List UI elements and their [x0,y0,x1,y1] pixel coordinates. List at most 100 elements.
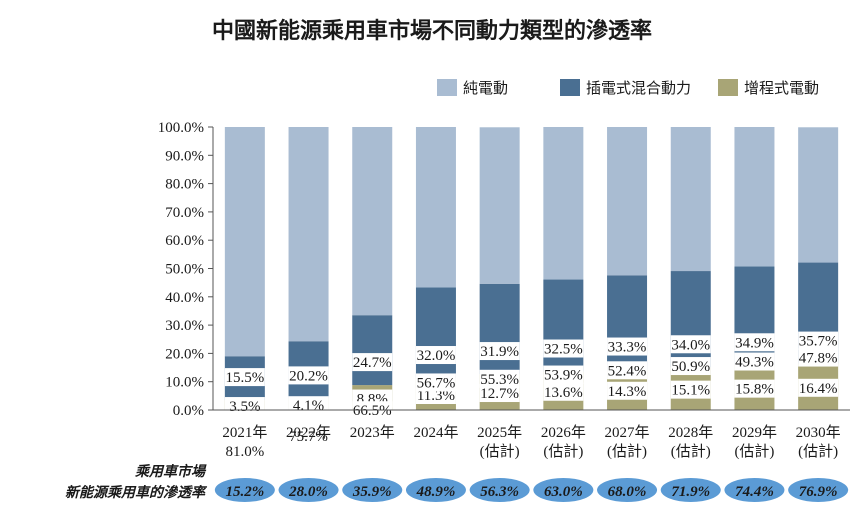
penetration-ellipse [724,478,785,502]
bar-segment [798,127,839,263]
y-tick-label: 0.0% [173,403,204,419]
data-label: 55.3% [480,372,519,388]
bar-segment [224,127,265,357]
data-label: 66.5% [353,403,392,419]
data-label: 47.8% [799,351,838,367]
legend-label: 增程式電動 [744,79,819,97]
bar-segment [734,127,775,267]
data-label: 13.6% [544,385,583,401]
penetration-ellipse [533,478,594,502]
penetration-value: 63.0% [544,484,583,500]
data-label-bg [543,382,584,401]
data-label: 35.7% [799,334,838,350]
penetration-value: 76.9% [799,484,838,500]
y-tick-label: 10.0% [165,375,204,391]
x-tick-label: (估計) [671,443,711,460]
penetration-ellipse [469,478,530,502]
penetration-value: 74.4% [735,484,774,500]
data-label-bg [415,373,456,392]
penetration-value: 15.2% [225,484,264,500]
data-label: 14.3% [608,384,647,400]
data-label-bg [607,361,648,380]
penetration-ellipse [214,478,275,502]
x-tick-label: (估計) [543,443,583,460]
data-label-bg [352,353,393,372]
data-label: 24.7% [353,355,392,371]
y-tick-label: 90.0% [165,148,204,164]
y-tick-label: 70.0% [165,205,204,221]
legend: 純電動 插電式混合動力 增程式電動 [437,79,819,97]
data-label-bg [798,331,839,350]
data-label: 3.5% [229,399,260,415]
bar-segment [415,287,456,379]
data-label-bg [798,378,839,397]
data-label-bg [670,380,711,399]
data-label-bg [288,366,329,385]
data-label-bg [543,339,584,358]
x-tick-label: (估計) [480,443,520,460]
data-label-bg [607,337,648,356]
data-label: 12.7% [480,386,519,402]
legend-swatch [560,79,580,96]
data-label: 4.1% [293,398,324,414]
data-label-bg [734,333,775,352]
chart-title: 中國新能源乘用車市場不同動力類型的滲透率 [212,18,652,44]
data-label: 32.5% [544,342,583,358]
data-label-bg [734,352,775,371]
data-label: 20.2% [289,368,328,384]
x-tick-label: (估計) [607,443,647,460]
data-label: 31.9% [480,344,519,360]
x-tick-label: 2026年 [541,424,586,441]
x-axis: 2021年 2022年 2023年 2024年 2025年 (估計) 2026年 (估計) 20… [213,409,850,460]
legend-label: 純電動 [463,79,508,97]
data-label: 81.0% [225,444,264,460]
data-label-bg [479,342,520,361]
data-label-bg [479,369,520,388]
y-tick-label: 100.0% [158,120,204,136]
data-label-bg [798,348,839,367]
penetration-ellipse [342,478,403,502]
x-tick-label: 2021年 [222,424,267,441]
legend-swatch [437,79,457,96]
penetration-ellipse [788,478,849,502]
x-tick-label: 2022年 [286,424,331,441]
data-label-bg [670,357,711,376]
bar-segment [352,315,393,386]
x-tick-label: (估計) [734,443,774,460]
y-tick-label: 40.0% [165,290,204,306]
data-label: 33.3% [608,340,647,356]
penetration-value: 28.0% [288,484,328,500]
x-tick-label: 2027年 [605,424,650,441]
data-label: 34.9% [735,335,774,351]
data-label: 53.9% [544,368,583,384]
data-label: 11.3% [417,388,455,404]
data-label-bg [543,365,584,384]
data-label: 56.7% [417,375,456,391]
data-label: 32.0% [417,348,456,364]
y-tick-label: 60.0% [165,233,204,249]
data-label: 15.1% [671,383,710,399]
penetration-value: 56.3% [480,484,519,500]
y-tick-label: 20.0% [165,346,204,362]
legend-label: 插電式混合動力 [586,79,691,97]
data-label-bg [224,442,265,461]
x-tick-label: 2024年 [413,424,458,441]
penetration-ellipse [660,478,721,502]
x-tick-label: 2030年 [796,424,841,441]
penetration-caption: 乘用車市場 [135,463,207,480]
y-tick-label: 30.0% [165,318,204,334]
data-label-bg [224,397,265,416]
penetration-value: 48.9% [416,484,456,500]
bar-segment [607,127,648,276]
bar-segment [543,279,584,372]
y-axis: 0.0% 10.0% 20.0% 30.0% 40.0% 50.0% 60.0% 70.0% 8… [158,120,214,419]
data-label-bg [479,384,520,403]
x-tick-label: (估計) [798,443,838,460]
penetration-value: 68.0% [608,484,647,500]
y-tick-label: 50.0% [165,262,204,278]
data-label-bg [734,379,775,398]
bar-segment [288,127,329,342]
legend-swatch [718,79,738,96]
data-label: 49.3% [735,355,774,371]
